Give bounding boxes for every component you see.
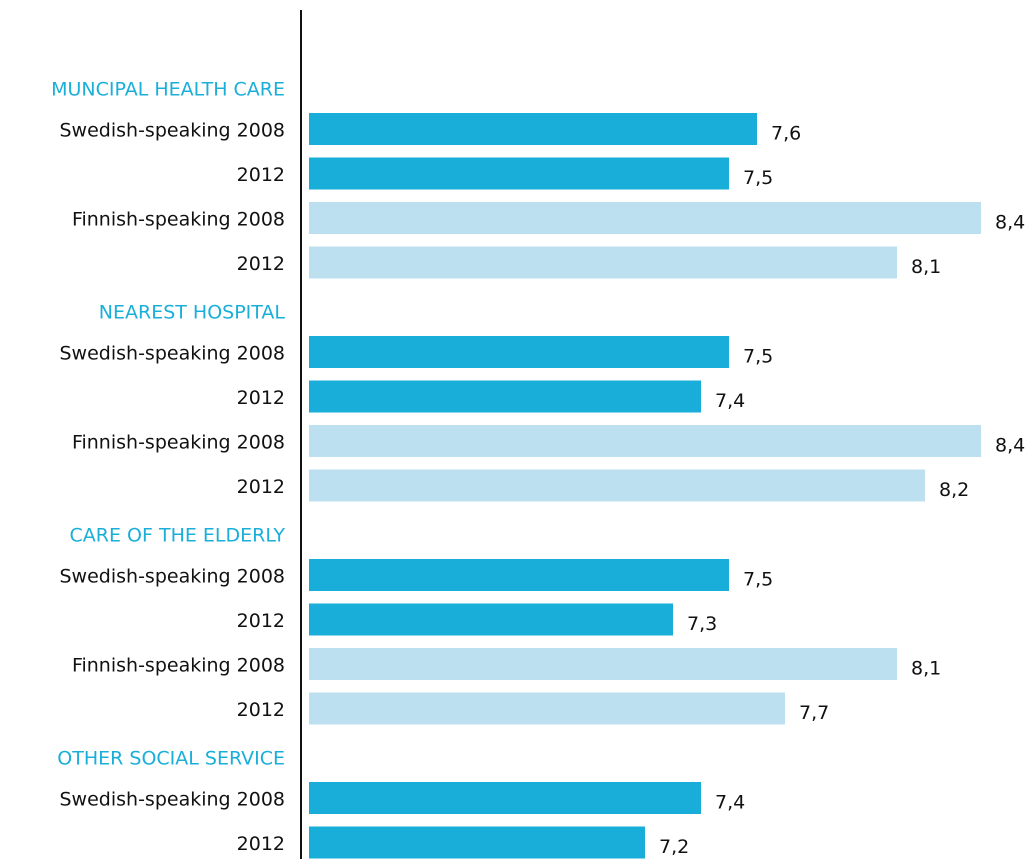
category-label: 2012 (237, 610, 285, 632)
value-label: 7,5 (743, 569, 773, 591)
group-header: NEAREST HOSPITAL (99, 302, 286, 324)
bar (309, 336, 729, 368)
bar (309, 559, 729, 591)
bar (309, 603, 673, 636)
value-label: 8,1 (911, 256, 941, 278)
bar (309, 648, 897, 680)
category-label: 2012 (237, 699, 285, 721)
category-label: 2012 (237, 253, 285, 275)
bar (309, 469, 925, 502)
value-label: 8,1 (911, 658, 941, 680)
category-label: Swedish-speaking 2008 (60, 566, 286, 588)
value-label: 7,5 (743, 346, 773, 368)
bar (309, 826, 645, 859)
bar (309, 246, 897, 279)
value-label: 8,4 (995, 212, 1025, 234)
bar (309, 782, 701, 814)
value-label: 7,6 (771, 123, 801, 145)
category-label: 2012 (237, 476, 285, 498)
category-label: 2012 (237, 387, 285, 409)
category-label: Finnish-speaking 2008 (72, 209, 285, 231)
category-label: Swedish-speaking 2008 (60, 789, 286, 811)
bar (309, 692, 785, 725)
value-label: 7,2 (659, 836, 689, 858)
group-header: OTHER SOCIAL SERVICE (57, 748, 285, 770)
category-label: Finnish-speaking 2008 (72, 655, 285, 677)
value-label: 7,3 (687, 613, 717, 635)
group-header: CARE OF THE ELDERLY (70, 525, 286, 547)
category-label: Finnish-speaking 2008 (72, 432, 285, 454)
value-label: 8,4 (995, 435, 1025, 457)
category-label: 2012 (237, 164, 285, 186)
value-label: 7,7 (799, 702, 829, 724)
value-label: 7,4 (715, 390, 745, 412)
value-label: 8,2 (939, 479, 969, 501)
value-label: 7,4 (715, 792, 745, 814)
bar (309, 380, 701, 413)
group-header: MUNCIPAL HEALTH CARE (51, 79, 285, 101)
category-label: 2012 (237, 833, 285, 855)
bar (309, 425, 981, 457)
bar (309, 113, 757, 145)
bar (309, 202, 981, 234)
category-label: Swedish-speaking 2008 (60, 120, 286, 142)
bar (309, 157, 729, 190)
value-label: 7,5 (743, 167, 773, 189)
category-label: Swedish-speaking 2008 (60, 343, 286, 365)
